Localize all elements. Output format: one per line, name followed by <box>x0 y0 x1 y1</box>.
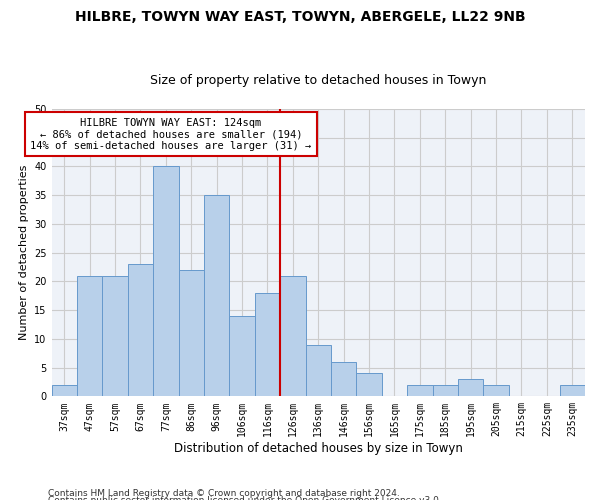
Bar <box>153 166 179 396</box>
Bar <box>204 195 229 396</box>
Bar <box>77 276 103 396</box>
Bar <box>484 385 509 396</box>
Bar <box>356 374 382 396</box>
Text: HILBRE TOWYN WAY EAST: 124sqm
← 86% of detached houses are smaller (194)
14% of : HILBRE TOWYN WAY EAST: 124sqm ← 86% of d… <box>31 118 311 151</box>
Bar <box>280 276 305 396</box>
Text: Contains public sector information licensed under the Open Government Licence v3: Contains public sector information licen… <box>48 496 442 500</box>
Bar <box>433 385 458 396</box>
Bar <box>458 379 484 396</box>
Bar <box>305 344 331 397</box>
Bar <box>179 270 204 396</box>
Bar <box>407 385 433 396</box>
Bar <box>229 316 255 396</box>
Text: HILBRE, TOWYN WAY EAST, TOWYN, ABERGELE, LL22 9NB: HILBRE, TOWYN WAY EAST, TOWYN, ABERGELE,… <box>74 10 526 24</box>
Title: Size of property relative to detached houses in Towyn: Size of property relative to detached ho… <box>150 74 487 87</box>
Y-axis label: Number of detached properties: Number of detached properties <box>19 165 29 340</box>
X-axis label: Distribution of detached houses by size in Towyn: Distribution of detached houses by size … <box>174 442 463 455</box>
Bar <box>255 293 280 397</box>
Bar <box>103 276 128 396</box>
Text: Contains HM Land Registry data © Crown copyright and database right 2024.: Contains HM Land Registry data © Crown c… <box>48 488 400 498</box>
Bar <box>52 385 77 396</box>
Bar <box>128 264 153 396</box>
Bar <box>331 362 356 396</box>
Bar <box>560 385 585 396</box>
